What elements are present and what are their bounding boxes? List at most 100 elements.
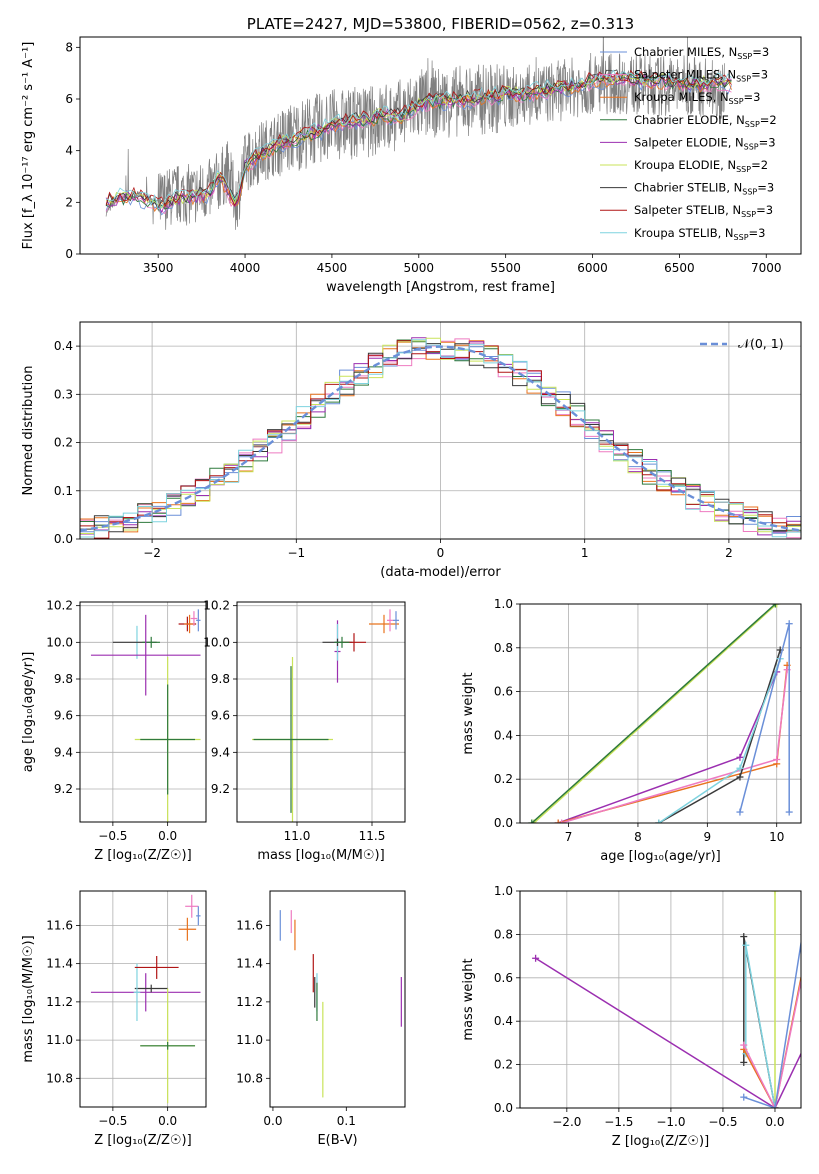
legend-suffix: =3 — [759, 135, 776, 149]
y-tick-label: 11.6 — [46, 918, 73, 932]
legend-entry: Chabrier STELIB, NSSP=3 — [634, 181, 774, 197]
weight-series-line — [658, 658, 781, 823]
axes-frame — [236, 601, 406, 823]
y-tick-label: 10.8 — [236, 1071, 263, 1085]
x-tick-label: −0.5 — [708, 1115, 737, 1129]
legend-suffix: =3 — [749, 226, 766, 240]
x-tick-label: 0.0 — [158, 829, 177, 843]
legend-entry: Salpeter ELODIE, NSSP=3 — [634, 135, 776, 151]
data-spectrum-line — [105, 37, 725, 230]
x-tick-label: 4500 — [317, 261, 348, 275]
y-tick-label: 10.2 — [203, 599, 230, 613]
x-tick-label: −2.0 — [552, 1115, 581, 1129]
legend-subscript: SSP — [741, 210, 756, 219]
plot-area-z-age — [90, 609, 201, 822]
y-tick-label: 11.0 — [46, 1033, 73, 1047]
legend-suffix: =2 — [751, 158, 768, 172]
model-spectrum-line — [105, 69, 732, 208]
y-tick-label: 10.0 — [203, 635, 230, 649]
y-tick-label: 1.0 — [494, 597, 513, 611]
x-tick-label: 3500 — [143, 261, 174, 275]
y-tick-label: 11.4 — [236, 957, 263, 971]
residual-histogram — [80, 339, 801, 538]
plot-area-ebv-mass — [279, 910, 402, 1098]
legend-subscript: SSP — [729, 97, 744, 106]
y-tick-label: 9.8 — [54, 672, 73, 686]
y-axis-label: Flux [f_λ 10⁻¹⁷ erg cm⁻² s⁻¹ A⁻¹] — [21, 42, 36, 250]
model-spectrum-line — [105, 69, 732, 209]
y-tick-label: 0.4 — [494, 728, 513, 742]
x-axis-label: Z [log₁₀(Z/Z☉)] — [612, 1134, 709, 1149]
weight-series-line — [743, 977, 801, 1108]
y-tick-label: 0.2 — [494, 1058, 513, 1072]
legend-suffix: =3 — [744, 90, 761, 104]
y-tick-label: 11.0 — [236, 1033, 263, 1047]
x-tick-label: −0.5 — [98, 829, 127, 843]
x-axis-label: Z [log₁₀(Z/Z☉)] — [94, 848, 191, 863]
x-tick-label: −1.5 — [604, 1115, 633, 1129]
y-tick-label: 0.0 — [494, 816, 513, 830]
y-tick-label: 0.1 — [54, 484, 73, 498]
x-tick-label: 2 — [725, 546, 733, 560]
gaussian-curve — [80, 345, 801, 532]
x-tick-label: 7 — [565, 830, 573, 844]
y-tick-label: 2 — [65, 195, 73, 209]
panel-z-age: −0.5 0.0 9.2 9.4 9.6 9.8 10.0 10.2 Z [log₁₀(Z/Z☉… — [21, 599, 207, 863]
legend-subscript: SSP — [744, 142, 759, 151]
axes-frame — [269, 890, 406, 1108]
legend-subscript: SSP — [745, 120, 760, 129]
y-tick-label: 9.4 — [54, 745, 73, 759]
legend: Chabrier MILES, NSSP=3 Salpeter MILES, NS… — [600, 45, 777, 242]
legend-subscript: SSP — [742, 188, 757, 197]
y-tick-label: 0.8 — [494, 927, 513, 941]
x-tick-label: 6000 — [577, 261, 608, 275]
legend-suffix: =2 — [760, 113, 777, 127]
y-tick-label: 0.6 — [494, 971, 513, 985]
x-tick-label: 10 — [769, 830, 784, 844]
legend-entry: Kroupa ELODIE, NSSP=2 — [634, 158, 768, 174]
x-tick-label: 11.0 — [284, 829, 311, 843]
weight-series-line — [533, 604, 778, 823]
y-axis-label: mass weight — [461, 958, 476, 1040]
x-tick-label: 0.0 — [158, 1114, 177, 1128]
y-tick-label: 0.4 — [54, 339, 73, 353]
plot-area-z-mass — [90, 894, 201, 1104]
weight-series-line — [557, 671, 778, 823]
x-tick-label: −2 — [143, 546, 161, 560]
weight-series-line — [558, 665, 788, 823]
axes-frame — [79, 36, 802, 255]
weight-series-line — [531, 604, 776, 823]
y-axis-label: Normed distribution — [21, 366, 36, 496]
y-tick-label: 11.2 — [46, 995, 73, 1009]
axes-frame — [79, 890, 207, 1108]
y-tick-label: 8 — [65, 40, 73, 54]
y-tick-label: 11.6 — [236, 918, 263, 932]
y-tick-label: 0.2 — [494, 772, 513, 786]
x-axis-label: mass [log₁₀(M/M☉)] — [257, 848, 384, 863]
weight-series-line — [535, 957, 801, 1108]
legend-subscript: SSP — [736, 165, 751, 174]
weight-series-line — [658, 649, 781, 823]
legend-suffix: =3 — [751, 68, 768, 82]
x-tick-label: −1.0 — [656, 1115, 685, 1129]
y-tick-label: 6 — [65, 92, 73, 106]
plot-area-residuals — [80, 337, 801, 539]
legend-entry: Salpeter MILES, NSSP=3 — [634, 68, 768, 84]
x-axis-label: Z [log₁₀(Z/Z☉)] — [94, 1133, 191, 1148]
x-tick-label: −1 — [287, 546, 305, 560]
y-tick-label: 0 — [65, 247, 73, 261]
x-tick-label: 8 — [634, 830, 642, 844]
x-axis-label: wavelength [Angstrom, rest frame] — [326, 280, 555, 295]
weight-series-line — [743, 938, 801, 1108]
y-tick-label: 4 — [65, 144, 73, 158]
y-tick-label: 0.0 — [54, 532, 73, 546]
plot-area-age-weight — [528, 604, 793, 823]
axes-frame — [519, 603, 802, 824]
y-tick-label: 0.0 — [494, 1101, 513, 1115]
x-axis-label: E(B-V) — [317, 1133, 357, 1148]
plot-area-z-weight — [532, 891, 801, 1108]
x-tick-label: 5500 — [490, 261, 521, 275]
x-tick-label: −0.5 — [98, 1114, 127, 1128]
y-tick-label: 0.4 — [494, 1014, 513, 1028]
